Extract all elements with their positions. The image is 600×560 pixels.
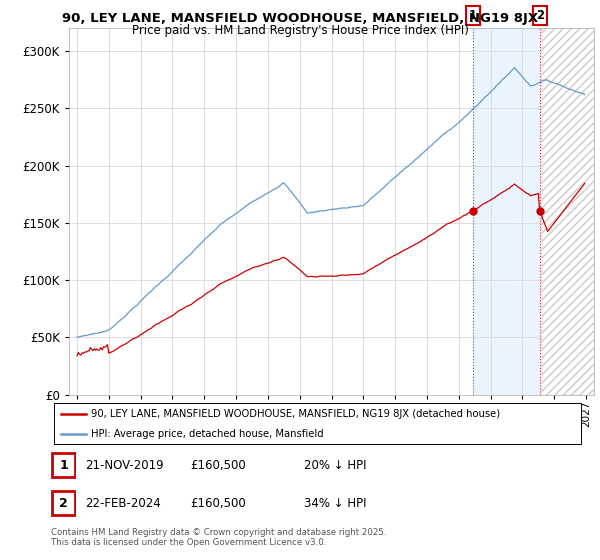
Text: 1: 1 <box>469 10 477 22</box>
Text: Price paid vs. HM Land Registry's House Price Index (HPI): Price paid vs. HM Land Registry's House … <box>131 24 469 36</box>
Text: 2: 2 <box>536 10 544 22</box>
Text: £160,500: £160,500 <box>190 497 246 510</box>
Text: Contains HM Land Registry data © Crown copyright and database right 2025.
This d: Contains HM Land Registry data © Crown c… <box>51 528 386 547</box>
Text: 20% ↓ HPI: 20% ↓ HPI <box>304 459 367 472</box>
FancyBboxPatch shape <box>52 453 75 478</box>
Text: 1: 1 <box>59 459 68 472</box>
Text: 2: 2 <box>59 497 68 510</box>
Text: 90, LEY LANE, MANSFIELD WOODHOUSE, MANSFIELD, NG19 8JX (detached house): 90, LEY LANE, MANSFIELD WOODHOUSE, MANSF… <box>91 409 500 419</box>
Text: HPI: Average price, detached house, Mansfield: HPI: Average price, detached house, Mans… <box>91 428 323 438</box>
Bar <box>473 28 542 395</box>
Text: 22-FEB-2024: 22-FEB-2024 <box>85 497 161 510</box>
Text: 90, LEY LANE, MANSFIELD WOODHOUSE, MANSFIELD, NG19 8JX: 90, LEY LANE, MANSFIELD WOODHOUSE, MANSF… <box>62 12 538 25</box>
FancyBboxPatch shape <box>52 491 75 515</box>
Text: £160,500: £160,500 <box>190 459 246 472</box>
Text: 34% ↓ HPI: 34% ↓ HPI <box>304 497 367 510</box>
Text: 21-NOV-2019: 21-NOV-2019 <box>85 459 164 472</box>
FancyBboxPatch shape <box>53 403 581 444</box>
Bar <box>542 28 594 395</box>
Bar <box>542 28 594 395</box>
